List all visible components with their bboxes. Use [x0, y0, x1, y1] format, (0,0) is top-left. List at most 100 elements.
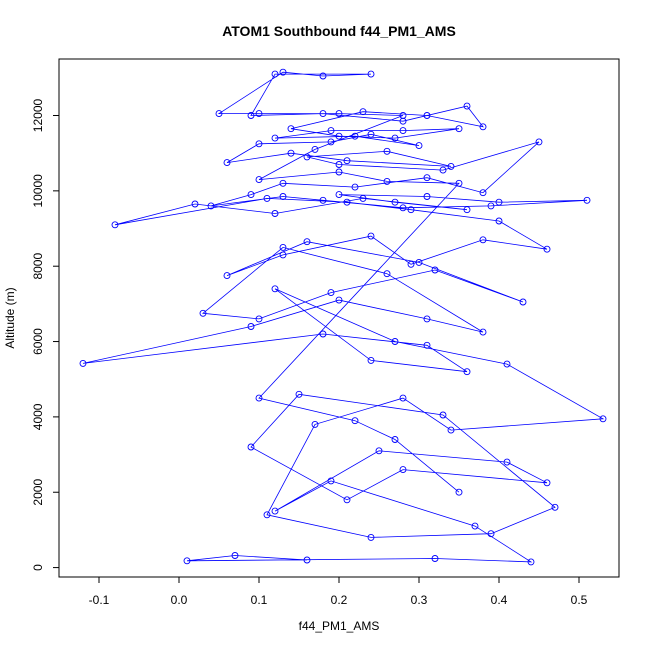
data-point: [255, 140, 263, 148]
x-tick-label: 0.3: [411, 593, 428, 607]
data-point: [551, 503, 559, 511]
data-point: [383, 177, 391, 185]
x-axis: -0.1 0.0 0.1 0.2 0.3 0.4 0.5: [89, 576, 588, 607]
data-point: [247, 443, 255, 451]
data-point: [231, 552, 239, 559]
data-point: [399, 127, 407, 135]
data-point: [311, 420, 319, 428]
data-point: [271, 210, 279, 217]
data-point: [543, 479, 551, 487]
data-point: [271, 134, 279, 142]
data-point: [479, 189, 487, 197]
data-point: [351, 183, 359, 191]
data-point: [319, 72, 327, 80]
data-point: [351, 132, 359, 140]
data-point: [263, 194, 271, 202]
y-axis: 0 2000 4000 6000 8000 10000 12000: [31, 99, 60, 571]
data-point: [183, 557, 191, 565]
data-point: [399, 112, 407, 119]
data-point: [335, 191, 343, 199]
data-point: [455, 125, 463, 133]
data-point: [503, 458, 511, 466]
data-point: [223, 159, 231, 167]
data-point: [447, 426, 455, 434]
data-point: [447, 162, 455, 170]
data-point: [391, 198, 399, 206]
data-point: [375, 447, 383, 455]
data-point: [79, 359, 87, 367]
data-point: [487, 530, 495, 538]
x-tick-label: -0.1: [89, 593, 110, 607]
data-point: [303, 556, 311, 564]
data-point: [359, 194, 367, 202]
data-point: [319, 330, 327, 338]
y-tick-label: 2000: [31, 479, 45, 506]
y-tick-label: 0: [31, 564, 45, 571]
data-point: [431, 555, 439, 562]
data-point: [215, 110, 223, 118]
data-point: [391, 338, 399, 345]
data-point: [535, 138, 543, 146]
data-point: [463, 102, 471, 110]
data-point: [423, 174, 431, 182]
data-point: [191, 200, 199, 208]
data-point: [503, 360, 511, 368]
data-point: [455, 488, 463, 496]
data-point: [287, 125, 295, 133]
data-point: [327, 138, 335, 146]
data-point: [519, 298, 527, 306]
data-point: [479, 236, 487, 244]
data-point: [423, 315, 431, 323]
data-point: [319, 196, 327, 204]
data-point: [391, 436, 399, 443]
y-tick-label: 8000: [31, 253, 45, 280]
data-point: [415, 258, 423, 266]
data-point: [407, 206, 415, 214]
data-point: [583, 196, 591, 204]
data-point: [415, 142, 423, 150]
data-point: [255, 394, 263, 402]
data-point: [543, 245, 551, 253]
data-point: [287, 149, 295, 157]
chart-title: ATOM1 Southbound f44_PM1_AMS: [222, 23, 456, 39]
data-point: [359, 108, 367, 116]
data-point: [367, 356, 375, 364]
x-tick-label: 0.2: [331, 593, 348, 607]
data-point: [311, 145, 319, 153]
data-point: [351, 417, 359, 425]
y-tick-label: 10000: [31, 174, 45, 208]
data-point: [271, 285, 279, 293]
data-point: [423, 341, 431, 349]
data-point: [399, 466, 407, 474]
data-point: [343, 198, 351, 206]
data-point: [247, 323, 255, 330]
data-point: [111, 221, 119, 229]
series-layer: [79, 68, 607, 566]
x-tick-label: 0.0: [171, 593, 188, 607]
data-point: [471, 522, 479, 530]
x-tick-label: 0.1: [251, 593, 268, 607]
data-point: [495, 198, 503, 206]
data-point: [199, 309, 207, 317]
data-point: [279, 251, 287, 259]
data-point: [343, 496, 351, 504]
data-point: [247, 112, 255, 119]
data-point: [423, 193, 431, 200]
data-point: [343, 157, 351, 165]
data-point: [495, 217, 503, 225]
y-tick-label: 4000: [31, 403, 45, 430]
data-point: [383, 147, 391, 155]
data-point: [255, 176, 263, 184]
data-point: [439, 166, 447, 174]
data-point: [335, 110, 343, 118]
data-point: [423, 112, 431, 119]
data-point: [335, 168, 343, 176]
data-point: [479, 123, 487, 131]
data-point: [439, 411, 447, 419]
data-point: [335, 161, 343, 168]
data-point: [327, 289, 335, 297]
data-point: [279, 243, 287, 251]
data-point: [455, 179, 463, 187]
data-point: [367, 232, 375, 240]
